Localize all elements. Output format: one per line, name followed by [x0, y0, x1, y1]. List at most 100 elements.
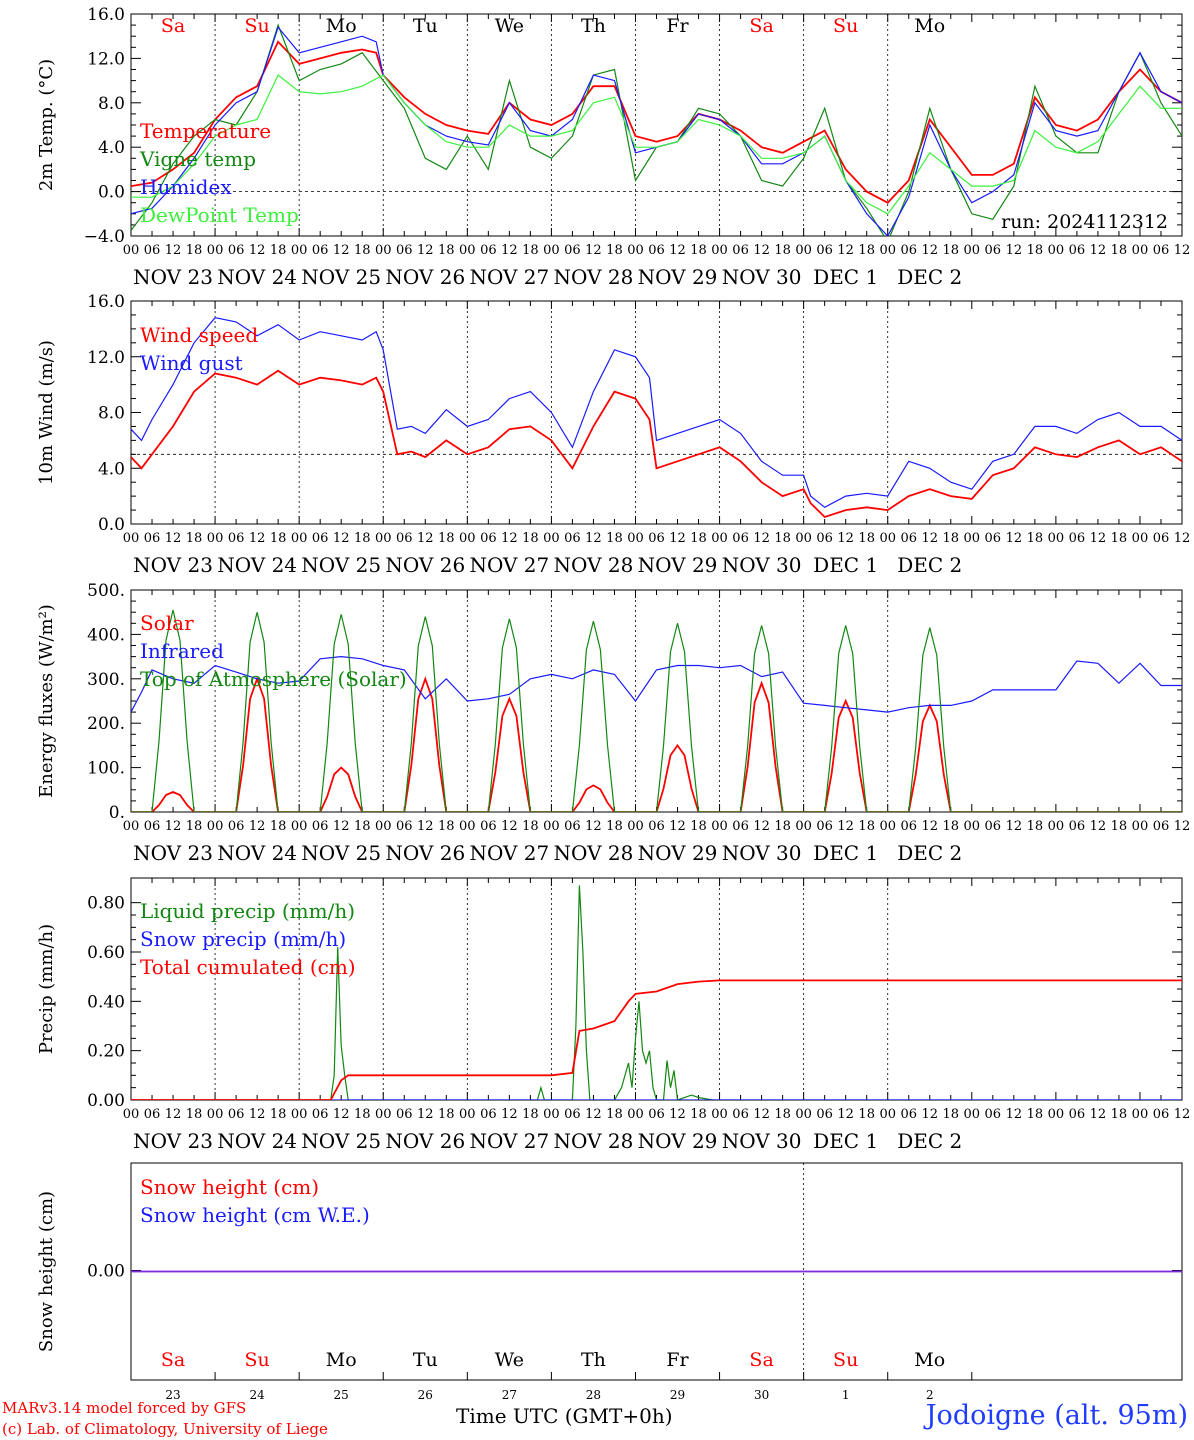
weekday-label: Fr [666, 1349, 689, 1371]
hour-tick-label: 00 [627, 1107, 644, 1122]
date-label: NOV 23 [133, 841, 213, 865]
weekday-label: Su [833, 15, 858, 37]
hour-tick-label: 06 [816, 1107, 833, 1122]
hour-tick-label: 00 [291, 819, 308, 834]
legend-entry: Liquid precip (mm/h) [140, 899, 355, 923]
hour-tick-label: 18 [943, 243, 960, 258]
date-label: NOV 30 [722, 265, 802, 289]
hour-tick-label: 12 [753, 1107, 770, 1122]
y-tick-label: 500. [87, 581, 125, 601]
hour-tick-label: 12 [417, 243, 434, 258]
y-axis-label: Energy fluxes (W/m²) [36, 604, 57, 798]
date-label: NOV 28 [554, 841, 634, 865]
hour-tick-label: 00 [879, 819, 896, 834]
date-label: DEC 1 [813, 841, 878, 865]
hour-tick-label: 18 [858, 243, 875, 258]
date-label: NOV 26 [385, 265, 465, 289]
y-tick-label: 400. [87, 625, 125, 645]
hour-tick-label: 00 [964, 243, 981, 258]
hour-tick-label: 00 [711, 243, 728, 258]
legend-entry: Temperature [140, 119, 271, 143]
hour-tick-label: 00 [375, 819, 392, 834]
run-label: run: 2024112312 [1001, 211, 1168, 233]
hour-tick-label: 12 [333, 531, 350, 546]
hour-tick-label: 06 [732, 1107, 749, 1122]
hour-tick-label: 00 [123, 819, 140, 834]
series-line [131, 609, 1182, 812]
hour-tick-label: 18 [943, 1107, 960, 1122]
date-label: NOV 24 [217, 1129, 297, 1153]
weekday-label: Th [581, 15, 606, 37]
hour-tick-label: 06 [312, 819, 329, 834]
y-tick-label: 0.40 [87, 992, 125, 1012]
y-tick-label: 16.0 [87, 5, 125, 25]
y-tick-label: 0.00 [87, 1091, 125, 1111]
y-tick-label: 0. [109, 803, 125, 823]
hour-tick-label: 00 [459, 819, 476, 834]
day-number-label: 26 [418, 1388, 433, 1402]
hour-tick-label: 00 [291, 1107, 308, 1122]
day-number-label: 2 [926, 1388, 934, 1402]
hour-tick-label: 06 [900, 531, 917, 546]
day-number-label: 28 [586, 1388, 601, 1402]
hour-tick-label: 18 [858, 1107, 875, 1122]
hour-tick-label: 06 [732, 243, 749, 258]
date-label: NOV 29 [638, 553, 718, 577]
hour-tick-label: 12 [417, 1107, 434, 1122]
hour-tick-label: 18 [354, 819, 371, 834]
y-tick-label: 4.0 [98, 138, 125, 158]
hour-tick-label: 00 [1132, 531, 1149, 546]
legend-entry: Solar [140, 611, 194, 635]
legend-entry: DewPoint Temp [140, 203, 299, 227]
hour-tick-label: 00 [627, 531, 644, 546]
hour-tick-label: 06 [1069, 1107, 1086, 1122]
date-label: NOV 25 [301, 1129, 381, 1153]
hour-tick-label: 18 [270, 819, 287, 834]
weekday-label: Mo [914, 15, 945, 37]
hour-tick-label: 00 [795, 1107, 812, 1122]
legend-entry: Snow height (cm) [140, 1175, 319, 1199]
hour-tick-label: 00 [964, 531, 981, 546]
legend-entry: Infrared [140, 639, 224, 663]
date-label: NOV 24 [217, 841, 297, 865]
hour-tick-label: 12 [585, 243, 602, 258]
hour-tick-label: 12 [669, 819, 686, 834]
hour-tick-label: 12 [249, 243, 266, 258]
y-tick-label: 100. [87, 759, 125, 779]
hour-tick-label: 06 [564, 819, 581, 834]
hour-tick-label: 00 [123, 531, 140, 546]
hour-tick-label: 18 [690, 243, 707, 258]
hour-tick-label: 18 [606, 531, 623, 546]
hour-tick-label: 06 [648, 243, 665, 258]
date-label: NOV 23 [133, 265, 213, 289]
hour-tick-label: 18 [690, 1107, 707, 1122]
hour-tick-label: 12 [249, 819, 266, 834]
hour-tick-label: 12 [1006, 1107, 1023, 1122]
date-label: NOV 23 [133, 553, 213, 577]
hour-tick-label: 06 [900, 243, 917, 258]
hour-tick-label: 18 [522, 1107, 539, 1122]
date-label: NOV 27 [469, 265, 549, 289]
hour-tick-label: 06 [312, 1107, 329, 1122]
hour-tick-label: 12 [1006, 819, 1023, 834]
hour-tick-label: 12 [669, 243, 686, 258]
hour-tick-label: 00 [543, 1107, 560, 1122]
hour-tick-label: 00 [795, 531, 812, 546]
hour-tick-label: 06 [564, 531, 581, 546]
hour-tick-label: 00 [291, 243, 308, 258]
hour-tick-label: 06 [985, 819, 1002, 834]
date-label: DEC 2 [897, 553, 962, 577]
hour-tick-label: 06 [396, 531, 413, 546]
hour-tick-label: 00 [459, 243, 476, 258]
day-number-label: 29 [670, 1388, 685, 1402]
date-label: NOV 24 [217, 265, 297, 289]
weekday-label: Mo [914, 1349, 945, 1371]
hour-tick-label: 12 [1006, 531, 1023, 546]
date-label: NOV 26 [385, 841, 465, 865]
hour-tick-label: 00 [123, 1107, 140, 1122]
weekday-label: Tu [413, 15, 438, 37]
hour-tick-label: 00 [207, 243, 224, 258]
hour-tick-label: 18 [1111, 1107, 1128, 1122]
hour-tick-label: 06 [228, 531, 245, 546]
hour-tick-label: 12 [501, 243, 518, 258]
